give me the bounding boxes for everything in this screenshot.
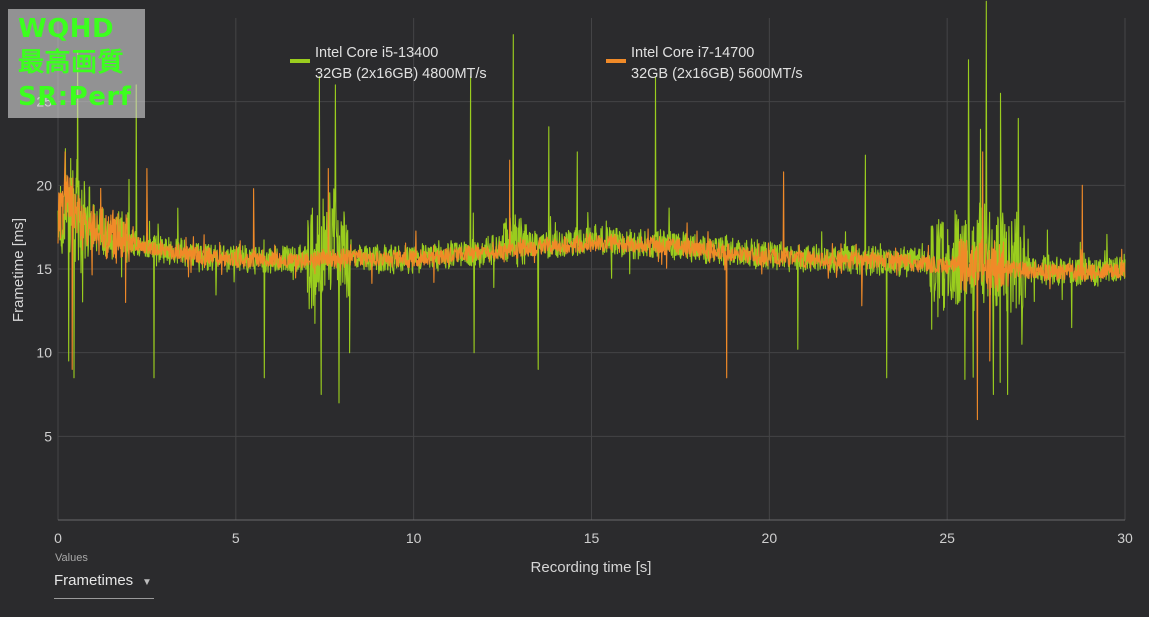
y-tick-label: 20 bbox=[36, 177, 52, 193]
plot-area bbox=[57, 0, 1126, 421]
x-tick-label: 25 bbox=[939, 530, 955, 546]
x-axis-label: Recording time [s] bbox=[531, 559, 652, 576]
resolution-text: WQHD bbox=[18, 14, 115, 44]
y-tick-label: 15 bbox=[36, 261, 52, 277]
legend-swatch-i5 bbox=[290, 59, 310, 63]
settings-overlay-label: WQHD 最高画質 SR:Perf bbox=[8, 9, 145, 118]
legend: Intel Core i5-13400 32GB (2x16GB) 4800MT… bbox=[290, 45, 803, 82]
series-line-i7-14700 bbox=[57, 151, 1126, 421]
y-tick-label: 5 bbox=[44, 428, 52, 444]
legend-name-i7: Intel Core i7-14700 bbox=[631, 45, 754, 61]
values-selected-text: Frametimes bbox=[54, 572, 134, 589]
legend-item-i7[interactable]: Intel Core i7-14700 32GB (2x16GB) 5600MT… bbox=[606, 45, 803, 82]
legend-item-i5[interactable]: Intel Core i5-13400 32GB (2x16GB) 4800MT… bbox=[290, 45, 487, 82]
legend-subtitle-i7: 32GB (2x16GB) 5600MT/s bbox=[631, 66, 803, 82]
values-label: Values bbox=[55, 552, 88, 564]
x-tick-label: 5 bbox=[232, 530, 240, 546]
x-tick-label: 15 bbox=[584, 530, 600, 546]
x-tick-label: 20 bbox=[762, 530, 778, 546]
chevron-down-icon: ▼ bbox=[142, 577, 152, 588]
x-tick-label: 30 bbox=[1117, 530, 1133, 546]
y-axis-label: Frametime [ms] bbox=[10, 218, 27, 322]
x-tick-label: 0 bbox=[54, 530, 62, 546]
quality-text: 最高画質 bbox=[18, 48, 125, 78]
x-tick-label: 10 bbox=[406, 530, 422, 546]
legend-subtitle-i5: 32GB (2x16GB) 4800MT/s bbox=[315, 66, 487, 82]
legend-swatch-i7 bbox=[606, 59, 626, 63]
values-dropdown[interactable]: Frametimes ▼ bbox=[54, 569, 154, 599]
legend-name-i5: Intel Core i5-13400 bbox=[315, 45, 438, 61]
y-tick-label: 10 bbox=[36, 345, 52, 361]
upscaler-text: SR:Perf bbox=[18, 82, 132, 112]
